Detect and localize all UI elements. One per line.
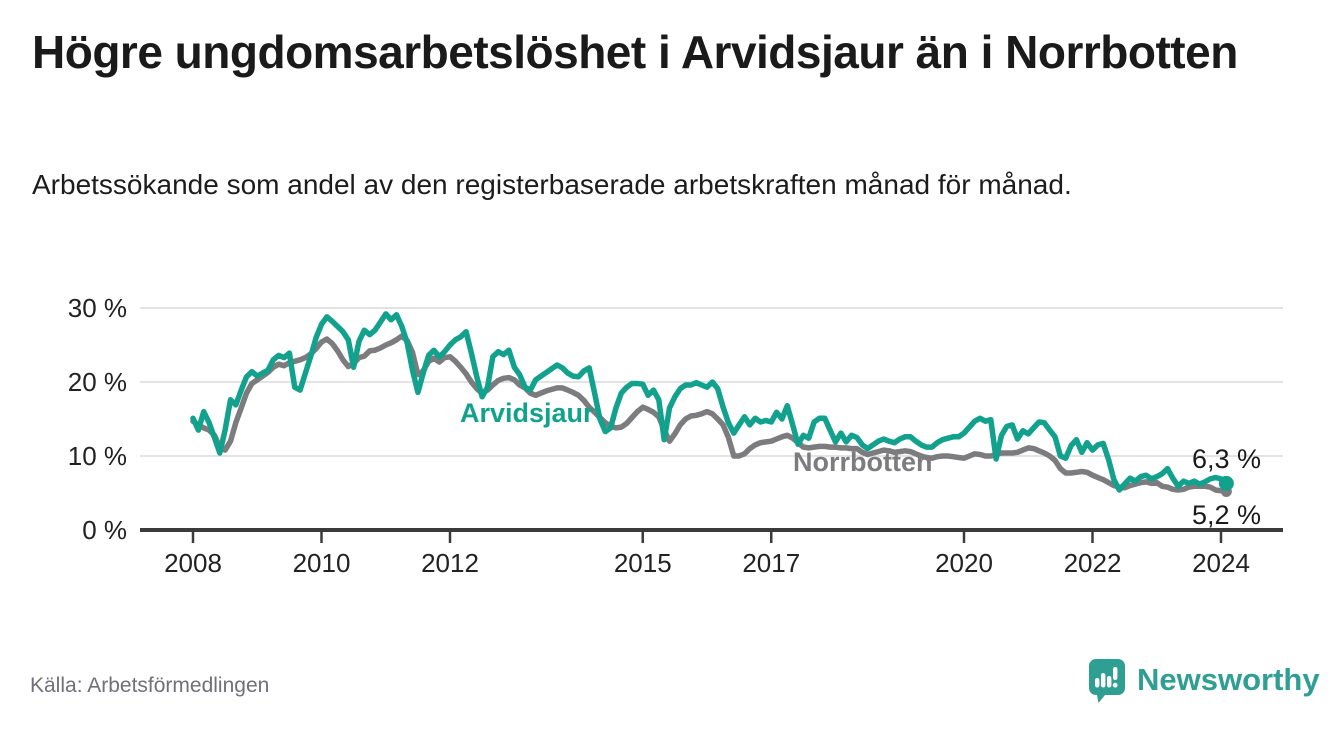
chart-subtitle: Arbetssökande som andel av den registerb… — [32, 169, 1072, 200]
y-tick-label: 0 % — [82, 515, 127, 545]
end-value-arvidsjaur: 6,3 % — [1192, 444, 1262, 474]
x-tick-label: 2020 — [935, 548, 993, 578]
exclamation-dot — [1112, 682, 1118, 688]
bar-chart-glyph — [1095, 667, 1118, 688]
x-tick-label: 2022 — [1064, 548, 1122, 578]
x-tick-label: 2012 — [421, 548, 479, 578]
x-tick-label: 2015 — [614, 548, 672, 578]
y-tick-label: 20 % — [68, 367, 127, 397]
y-tick-label: 10 % — [68, 441, 127, 471]
series-label-norrbotten: Norrbotten — [793, 447, 933, 477]
arvidsjaur-line — [190, 311, 1230, 493]
norrbotten-line — [190, 333, 1230, 495]
source-note: Källa: Arbetsförmedlingen — [30, 674, 270, 697]
y-tick-label: 30 % — [68, 293, 127, 323]
series-label-arvidsjaur: Arvidsjaur — [460, 398, 594, 428]
page-title: Högre ungdomsarbetslöshet i Arvidsjaur ä… — [32, 26, 1238, 78]
arvidsjaur-end-dot — [1218, 475, 1234, 491]
newsworthy-logo: Newsworthy — [1088, 658, 1320, 704]
x-tick-label: 2024 — [1192, 548, 1250, 578]
x-tick-label: 2017 — [742, 548, 800, 578]
brand-wordmark: Newsworthy — [1137, 662, 1320, 697]
x-tick-label: 2008 — [164, 548, 222, 578]
exclamation-stem — [1113, 667, 1118, 680]
logo-speech-bubble-icon — [1089, 659, 1125, 703]
x-tick-label: 2010 — [293, 548, 351, 578]
end-value-norrbotten: 5,2 % — [1192, 500, 1262, 530]
